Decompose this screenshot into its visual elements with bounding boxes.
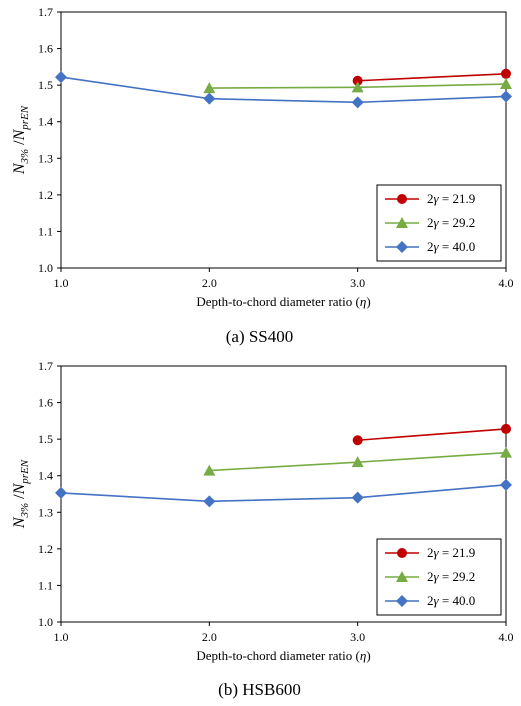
y-tick-label: 1.1 [38,578,53,592]
data-point [501,423,511,434]
series-line [357,428,507,442]
legend-marker [396,595,408,607]
chart-caption: (a) SS400 [226,327,294,346]
data-point [500,78,512,90]
x-tick-label: 4.0 [499,630,514,644]
y-axis-label: N3% /NprEN [11,459,31,529]
x-tick-label: 1.0 [54,630,69,644]
legend-label: 2γ = 29.2 [427,215,475,230]
y-tick-label: 1.3 [38,505,53,519]
legend-label: 2γ = 40.0 [427,239,475,254]
x-axis-label: Depth-to-chord diameter ratio (η) [196,294,370,309]
y-tick-label: 1.2 [38,188,53,202]
x-tick-label: 4.0 [499,276,514,290]
chart-hsb600: 1.0 1.1 1.2 1.3 1.4 1.5 1.6 1.7 1.0 2.0 3.0 4.0 Dept… [11,359,514,699]
y-tick-label: 1.5 [38,432,53,446]
y-axis-label: N3% /NprEN [11,105,31,175]
data-point [500,90,512,103]
series-line [357,73,507,82]
y-tick-label: 1.3 [38,151,53,165]
legend-label: 2γ = 29.2 [427,569,475,584]
x-axis-label: Depth-to-chord diameter ratio (η) [196,648,370,663]
data-point [500,446,512,458]
data-point [351,456,364,468]
y-tick-label: 1.4 [38,115,53,129]
data-point [203,495,216,508]
x-tick-label: 3.0 [350,630,365,644]
y-tick-label: 1.0 [38,615,53,629]
data-point [501,68,511,79]
data-point [55,71,67,84]
x-tick-label: 2.0 [202,276,217,290]
y-tick-label: 1.6 [38,396,53,410]
legend-marker [397,548,407,558]
y-tick-label: 1.6 [38,42,53,56]
chart-caption: (b) HSB600 [218,680,301,699]
legend-label: 2γ = 21.9 [427,191,475,206]
y-tick-label: 1.0 [38,261,53,275]
y-tick-label: 1.2 [38,542,53,556]
data-point [352,435,363,446]
legend-marker [396,241,408,253]
legend-marker [397,194,407,204]
y-tick-label: 1.5 [38,78,53,92]
chart-ss400: 1.0 1.1 1.2 1.3 1.4 1.5 1.6 1.7 1.0 2.0 3.0 4.0 Dept… [11,5,514,346]
x-tick-label: 3.0 [350,276,365,290]
y-tick-label: 1.7 [38,359,53,373]
data-point [55,486,67,499]
data-point [351,491,364,504]
data-point [351,96,364,109]
plot-frame [60,11,507,269]
legend-label: 2γ = 40.0 [427,593,475,608]
series-line [60,76,507,104]
data-point [351,81,364,93]
y-tick-label: 1.1 [38,224,53,238]
legend-marker [396,217,408,228]
series-line [60,484,507,503]
y-tick-label: 1.4 [38,469,53,483]
data-point [352,75,363,86]
legend-label: 2γ = 21.9 [427,545,475,560]
data-point [203,92,216,105]
x-tick-label: 1.0 [54,276,69,290]
data-point [203,464,216,476]
y-tick-label: 1.7 [38,5,53,19]
data-point [203,82,216,94]
legend-marker [396,571,408,582]
data-point [500,478,512,491]
x-tick-label: 2.0 [202,630,217,644]
